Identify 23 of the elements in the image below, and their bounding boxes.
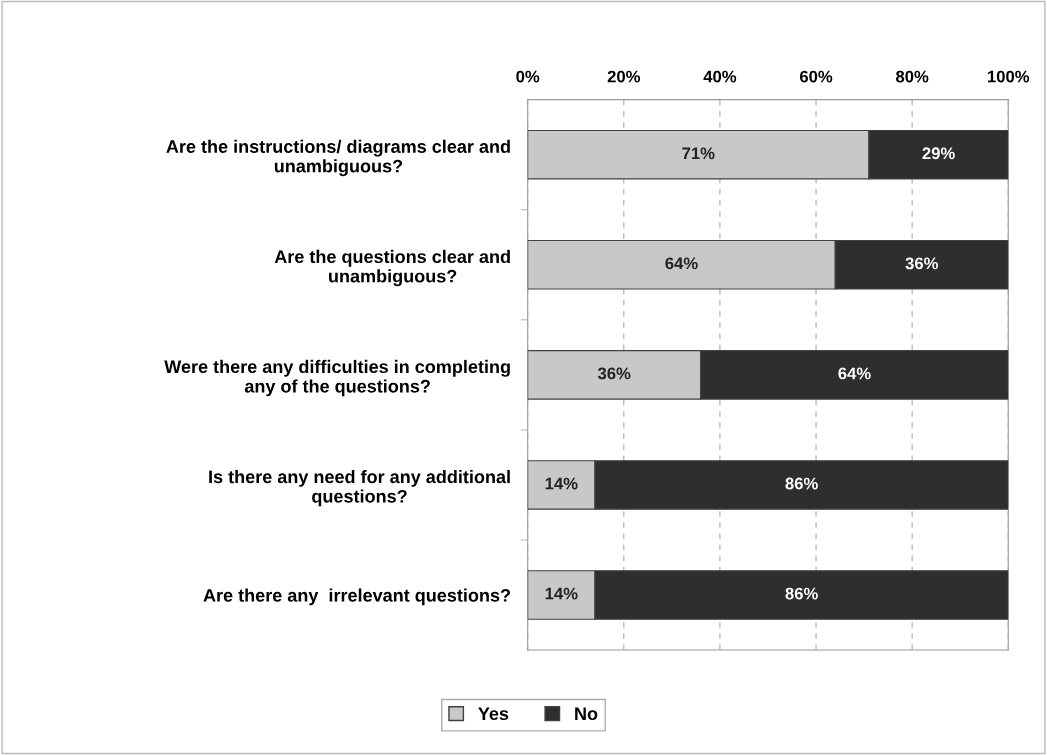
x-tick-label: 20% <box>607 70 641 83</box>
data-label: 64% <box>665 257 698 270</box>
x-tick-label: 80% <box>896 70 929 83</box>
data-label: 36% <box>905 257 938 270</box>
data-label: 14% <box>545 477 578 490</box>
x-tick-label: 60% <box>799 70 833 83</box>
x-tick-label: 0% <box>516 70 540 83</box>
data-label: 14% <box>545 587 578 600</box>
y-tick-label: Are there any irrelevant questions? <box>203 588 510 606</box>
legend-label: Yes <box>478 707 509 721</box>
y-tick-label: Is there any need for any additional questions? <box>209 469 510 507</box>
y-tick-label: Are the questions clear and unambiguous? <box>274 249 510 287</box>
y-tick-label: Were there any difficulties in completing any of the questions? <box>164 359 510 397</box>
data-label: 64% <box>838 367 871 380</box>
x-tick-label: 100% <box>988 70 1030 83</box>
data-label: 86% <box>785 587 818 600</box>
data-label: 86% <box>785 477 818 490</box>
legend-label: No <box>575 707 598 721</box>
data-label: 71% <box>682 147 715 160</box>
x-tick-label: 40% <box>703 70 737 83</box>
y-tick-label: Are the instructions/ diagrams clear and unambiguous? <box>166 139 510 177</box>
data-label: 36% <box>597 367 631 380</box>
data-label: 29% <box>922 147 955 160</box>
